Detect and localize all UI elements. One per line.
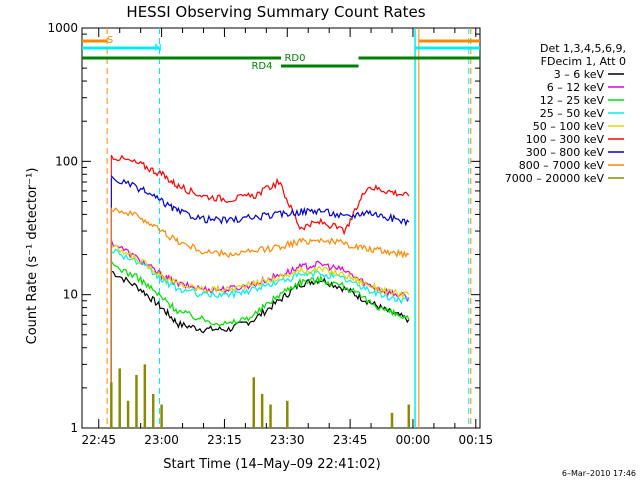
marker-label: RD4	[251, 61, 272, 72]
svg-text:Count Rate (s⁻¹ detector⁻¹): Count Rate (s⁻¹ detector⁻¹)	[25, 168, 40, 345]
y-axis-label: Count Rate (s⁻¹ detector⁻¹)	[25, 168, 40, 345]
x-tick-label: 23:00	[144, 433, 179, 447]
legend-entry: 6 – 12 keV	[547, 81, 605, 94]
legend-entry: 12 – 25 keV	[540, 94, 605, 107]
legend: Det 1,3,4,5,6,9,FDecim 1, Att 03 – 6 keV…	[505, 42, 626, 185]
series-cyan	[110, 248, 410, 305]
x-tick-label: 00:15	[459, 433, 494, 447]
series-olive	[110, 364, 411, 428]
marker-label: RD0	[284, 53, 305, 64]
plot-area: 1 10 100 1000 22:45 23:00 23:15 23:30 23:45 00:00…	[47, 21, 493, 447]
legend-entry: 25 – 50 keV	[540, 107, 605, 120]
legend-entry: 100 – 300 keV	[526, 133, 605, 146]
y-tick-label: 10	[63, 288, 78, 302]
x-tick-label: 23:45	[333, 433, 368, 447]
legend-header-line: Det 1,3,4,5,6,9,	[540, 42, 626, 55]
footer-timestamp: 6–Mar–2010 17:46	[562, 469, 636, 478]
y-tick-label: 100	[55, 154, 78, 168]
legend-entry: 300 – 800 keV	[526, 146, 605, 159]
series-green	[110, 260, 410, 327]
series-orange	[111, 207, 410, 260]
legend-entry: 7000 – 20000 keV	[505, 172, 605, 185]
x-axis-label: Start Time (14–May–09 22:41:02)	[163, 457, 380, 472]
marker-label: N	[154, 43, 161, 54]
series-red	[110, 154, 410, 236]
marker-label: S	[107, 35, 113, 46]
series-black	[111, 270, 410, 334]
legend-entry: 800 – 7000 keV	[519, 159, 605, 172]
chart-title: HESSI Observing Summary Count Rates	[126, 3, 425, 21]
x-tick-label: 23:30	[270, 433, 305, 447]
series-yellow	[111, 244, 410, 300]
series-blue	[110, 175, 410, 227]
legend-entry: 3 – 6 keV	[554, 68, 605, 81]
y-tick-label: 1	[70, 421, 78, 435]
legend-header-line: FDecim 1, Att 0	[541, 55, 626, 68]
legend-entry: 50 – 100 keV	[533, 120, 605, 133]
x-tick-label: 00:00	[396, 433, 431, 447]
y-tick-label: 1000	[47, 21, 78, 35]
plot-frame	[81, 27, 481, 429]
x-tick-label: 23:15	[207, 433, 242, 447]
x-tick-label: 22:45	[81, 433, 116, 447]
